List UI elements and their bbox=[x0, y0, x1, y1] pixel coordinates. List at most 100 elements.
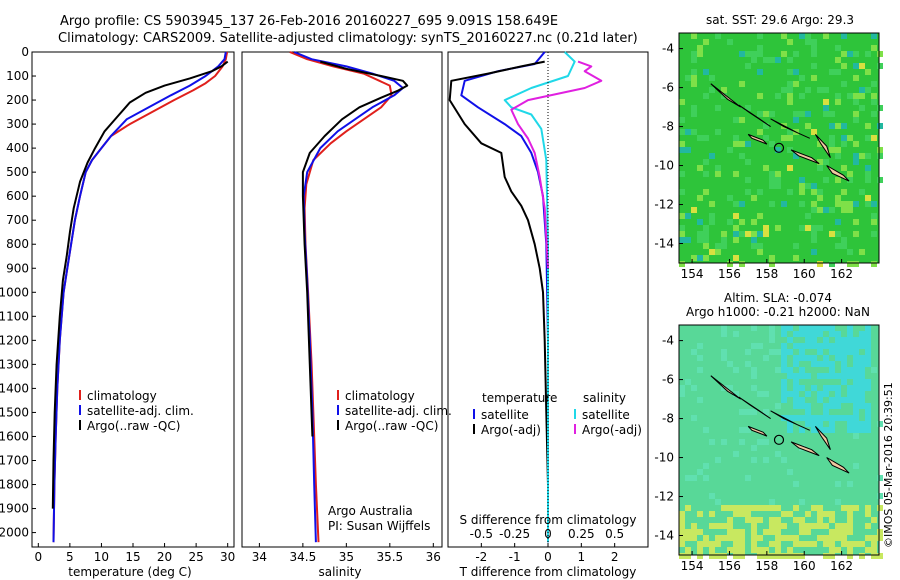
island bbox=[826, 457, 850, 474]
map-y-tick-label: -14 bbox=[654, 237, 674, 251]
map-cell bbox=[841, 541, 847, 547]
imos-stamp: ©IMOS 05-Mar-2016 20:39:51 bbox=[882, 382, 895, 548]
map-cell bbox=[847, 421, 853, 427]
map-cell bbox=[859, 249, 865, 255]
map-cell bbox=[757, 517, 763, 523]
map-cell bbox=[763, 553, 769, 559]
map-cell bbox=[871, 219, 877, 225]
map-cell bbox=[679, 523, 685, 529]
map-cell bbox=[691, 529, 697, 535]
map-cell bbox=[847, 523, 853, 529]
map-cell bbox=[703, 463, 709, 469]
map-cell bbox=[763, 123, 769, 129]
map-cell bbox=[799, 403, 805, 409]
map-cell bbox=[835, 195, 841, 201]
map-cell bbox=[691, 129, 697, 135]
map-cell bbox=[739, 553, 745, 559]
map-cell bbox=[781, 361, 787, 367]
map-cell bbox=[733, 171, 739, 177]
map-cell bbox=[757, 535, 763, 541]
map-cell bbox=[799, 325, 805, 331]
island bbox=[790, 149, 820, 165]
map-cell bbox=[853, 111, 859, 117]
map-cell bbox=[787, 81, 793, 87]
map-cell bbox=[787, 325, 793, 331]
map-cell bbox=[847, 553, 853, 559]
y-tick-label: 800 bbox=[6, 237, 29, 251]
map-cell bbox=[793, 415, 799, 421]
map-cell bbox=[829, 349, 835, 355]
map-cell bbox=[805, 391, 811, 397]
map-cell bbox=[823, 541, 829, 547]
map-cell bbox=[841, 337, 847, 343]
map-cell bbox=[775, 147, 781, 153]
map-cell bbox=[787, 93, 793, 99]
island bbox=[710, 83, 742, 108]
map-cell bbox=[847, 373, 853, 379]
map-cell bbox=[799, 397, 805, 403]
map-cell bbox=[769, 255, 775, 261]
map-cell bbox=[871, 111, 877, 117]
map-cell bbox=[799, 517, 805, 523]
series-line-argorawqc bbox=[51, 60, 229, 509]
legend-label: satellite bbox=[582, 408, 630, 422]
map-cell bbox=[877, 153, 883, 159]
map-cell bbox=[769, 517, 775, 523]
map-cell bbox=[841, 165, 847, 171]
map-cell bbox=[715, 171, 721, 177]
map-cell bbox=[751, 57, 757, 63]
map-cell bbox=[739, 231, 745, 237]
map-cell bbox=[805, 123, 811, 129]
map-cell bbox=[829, 207, 835, 213]
map-cell bbox=[835, 499, 841, 505]
map-cell bbox=[865, 87, 871, 93]
map-cell bbox=[853, 403, 859, 409]
series-line-argorawqc bbox=[301, 60, 409, 437]
map-cell bbox=[739, 117, 745, 123]
map-cell bbox=[853, 231, 859, 237]
map-cell bbox=[817, 415, 823, 421]
map-cell bbox=[871, 261, 877, 267]
map-cell bbox=[685, 213, 691, 219]
map-cell bbox=[865, 379, 871, 385]
map-cell bbox=[817, 373, 823, 379]
legend-header-salinity: salinity bbox=[583, 391, 626, 405]
map-cell bbox=[685, 535, 691, 541]
map-cell bbox=[703, 255, 709, 261]
map-cell bbox=[679, 141, 685, 147]
difference-xlabel-top: S difference from climatology bbox=[460, 513, 637, 527]
map-cell bbox=[823, 33, 829, 39]
map-cell bbox=[811, 189, 817, 195]
argo-location-marker bbox=[773, 434, 785, 445]
map-cell bbox=[805, 87, 811, 93]
map-cell bbox=[697, 529, 703, 535]
map-cell bbox=[847, 391, 853, 397]
map-cell bbox=[793, 343, 799, 349]
map-cell bbox=[841, 397, 847, 403]
map-cell bbox=[811, 343, 817, 349]
map-cell bbox=[733, 367, 739, 373]
map-cell bbox=[769, 505, 775, 511]
map-cell bbox=[859, 385, 865, 391]
map-x-tick-label: 154 bbox=[681, 267, 704, 281]
map-cell bbox=[799, 415, 805, 421]
map-cell bbox=[841, 367, 847, 373]
map-cell bbox=[853, 505, 859, 511]
map-cell bbox=[775, 57, 781, 63]
map-cell bbox=[799, 385, 805, 391]
map-cell bbox=[811, 237, 817, 243]
map-cell bbox=[859, 331, 865, 337]
map-cell bbox=[829, 535, 835, 541]
map-x-tick-label: 160 bbox=[793, 559, 816, 573]
map-cell bbox=[823, 87, 829, 93]
map-cell bbox=[757, 69, 763, 75]
map-cell bbox=[871, 45, 877, 51]
map-cell bbox=[769, 553, 775, 559]
map-cell bbox=[817, 331, 823, 337]
y-tick-label: 1900 bbox=[0, 502, 29, 516]
map-cell bbox=[835, 99, 841, 105]
map-cell bbox=[817, 535, 823, 541]
map-cell bbox=[811, 183, 817, 189]
map-cell bbox=[859, 189, 865, 195]
map-cell bbox=[763, 135, 769, 141]
